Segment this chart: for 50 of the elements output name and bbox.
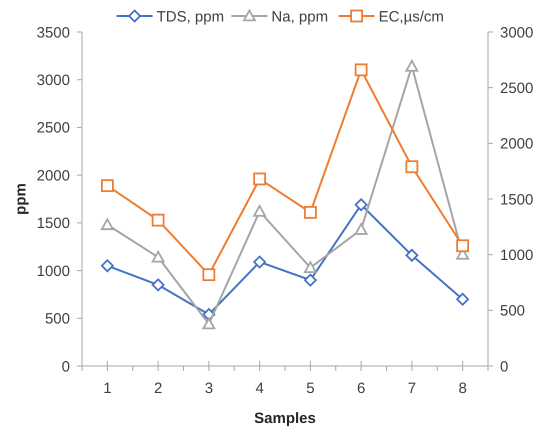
y2-tick-label: 1000 (500, 246, 534, 264)
y2-tick-label: 2500 (500, 80, 534, 97)
point (152, 278, 165, 292)
point (456, 239, 470, 252)
y-tick-label: 3000 (36, 72, 70, 89)
point (100, 259, 114, 272)
x-tick-label: 6 (356, 380, 366, 397)
legend-label: TDS, ppm (156, 8, 224, 26)
y2-tick-label: 0 (500, 358, 508, 376)
point (405, 248, 418, 262)
legend-label: EC,µs/cm (378, 8, 444, 26)
y-tick-label: 2500 (36, 120, 70, 137)
point (100, 218, 114, 230)
point (152, 250, 165, 263)
point (100, 179, 114, 192)
y2-tick-label: 500 (500, 302, 526, 320)
y2-tick-label: 2000 (500, 136, 534, 153)
x-tick-label: 8 (458, 380, 467, 397)
point (202, 268, 216, 282)
x-axis-title: Samples (254, 410, 316, 427)
point (304, 261, 317, 274)
x-tick-label: 2 (154, 380, 162, 397)
y-axis-title: ppm (12, 183, 30, 215)
y-tick-label: 500 (44, 310, 70, 328)
point (253, 172, 266, 186)
x-tick-label: 1 (103, 380, 112, 397)
y-tick-label: 1500 (36, 215, 70, 232)
legend-label: Na, ppm (271, 8, 328, 26)
point (354, 198, 368, 212)
x-tick-label: 3 (204, 380, 214, 397)
point (405, 160, 418, 174)
point (152, 214, 165, 227)
x-tick-label: 5 (306, 380, 315, 397)
point (253, 256, 266, 268)
point (304, 274, 317, 287)
point (354, 63, 368, 76)
x-tick-label: 7 (408, 380, 416, 397)
y-tick-label: 3500 (36, 24, 70, 42)
y2-tick-label: 1500 (500, 191, 534, 208)
point (304, 206, 317, 219)
y2-tick-label: 3000 (500, 24, 534, 42)
y-tick-label: 2000 (36, 167, 70, 184)
point (354, 223, 368, 235)
point (456, 292, 470, 306)
y-tick-label: 0 (62, 358, 70, 376)
y-tick-label: 1000 (36, 262, 70, 280)
point (253, 205, 266, 217)
x-tick-label: 4 (255, 380, 264, 397)
point (405, 60, 418, 72)
point (202, 318, 216, 330)
